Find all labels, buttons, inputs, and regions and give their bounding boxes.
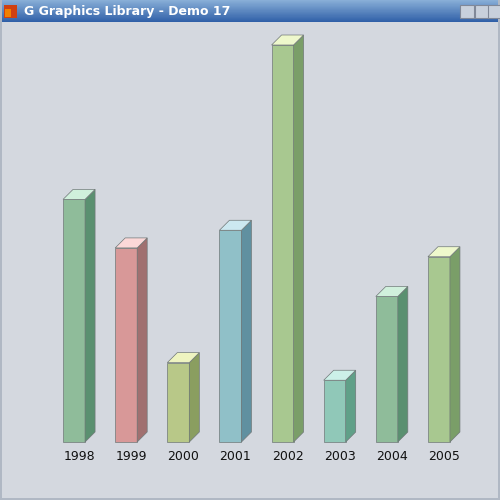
Bar — [2, 8, 498, 9]
Bar — [2, 12, 498, 13]
Bar — [2, 10, 498, 11]
Bar — [2, 4, 498, 5]
Bar — [2, 14, 498, 16]
Text: 2005: 2005 — [428, 450, 460, 463]
Polygon shape — [272, 35, 304, 45]
Polygon shape — [324, 380, 345, 442]
Bar — [2, 3, 498, 4]
Polygon shape — [85, 190, 95, 442]
Polygon shape — [376, 296, 398, 442]
Bar — [2, 9, 498, 10]
Text: G Graphics Library - Demo 17: G Graphics Library - Demo 17 — [24, 4, 231, 18]
Text: 2004: 2004 — [376, 450, 408, 463]
Bar — [475, 5, 489, 18]
Bar — [2, 1, 498, 2]
Bar — [2, 14, 498, 15]
Polygon shape — [220, 220, 252, 230]
Bar — [2, 0, 498, 1]
Polygon shape — [115, 248, 137, 442]
Bar — [2, 21, 498, 22]
Polygon shape — [168, 362, 190, 442]
Polygon shape — [398, 286, 408, 442]
Text: 2001: 2001 — [220, 450, 252, 463]
Text: 1998: 1998 — [63, 450, 95, 463]
Bar — [2, 4, 498, 6]
Text: 2003: 2003 — [324, 450, 356, 463]
Polygon shape — [190, 352, 200, 442]
Text: 2002: 2002 — [272, 450, 304, 463]
Bar — [5, 9, 11, 17]
Polygon shape — [115, 238, 147, 248]
Bar — [2, 18, 498, 19]
Bar — [4, 5, 17, 18]
Polygon shape — [376, 286, 408, 296]
Bar — [2, 16, 498, 17]
Bar — [2, 10, 498, 12]
Bar — [2, 6, 498, 7]
Polygon shape — [63, 190, 95, 200]
Bar — [2, 0, 498, 2]
Polygon shape — [168, 352, 200, 362]
Bar — [2, 11, 498, 12]
Bar — [2, 17, 498, 18]
Polygon shape — [450, 246, 460, 442]
Polygon shape — [324, 370, 356, 380]
Polygon shape — [428, 256, 450, 442]
Text: 2000: 2000 — [168, 450, 199, 463]
Bar — [460, 5, 474, 18]
Polygon shape — [294, 35, 304, 442]
Polygon shape — [137, 238, 147, 442]
Polygon shape — [242, 220, 252, 442]
Bar — [2, 20, 498, 21]
Bar — [2, 13, 498, 15]
Polygon shape — [63, 200, 85, 442]
Bar — [2, 16, 498, 18]
Bar — [2, 12, 498, 14]
Bar — [2, 20, 498, 21]
Polygon shape — [220, 230, 242, 442]
Bar — [2, 2, 498, 4]
Bar — [2, 5, 498, 6]
Bar — [2, 15, 498, 16]
Polygon shape — [428, 246, 460, 256]
Polygon shape — [346, 370, 356, 442]
Text: 1999: 1999 — [116, 450, 147, 463]
Bar — [2, 6, 498, 8]
Polygon shape — [272, 45, 293, 442]
Bar — [2, 8, 498, 10]
Bar — [2, 7, 498, 8]
Bar — [2, 18, 498, 20]
Bar — [488, 5, 500, 18]
